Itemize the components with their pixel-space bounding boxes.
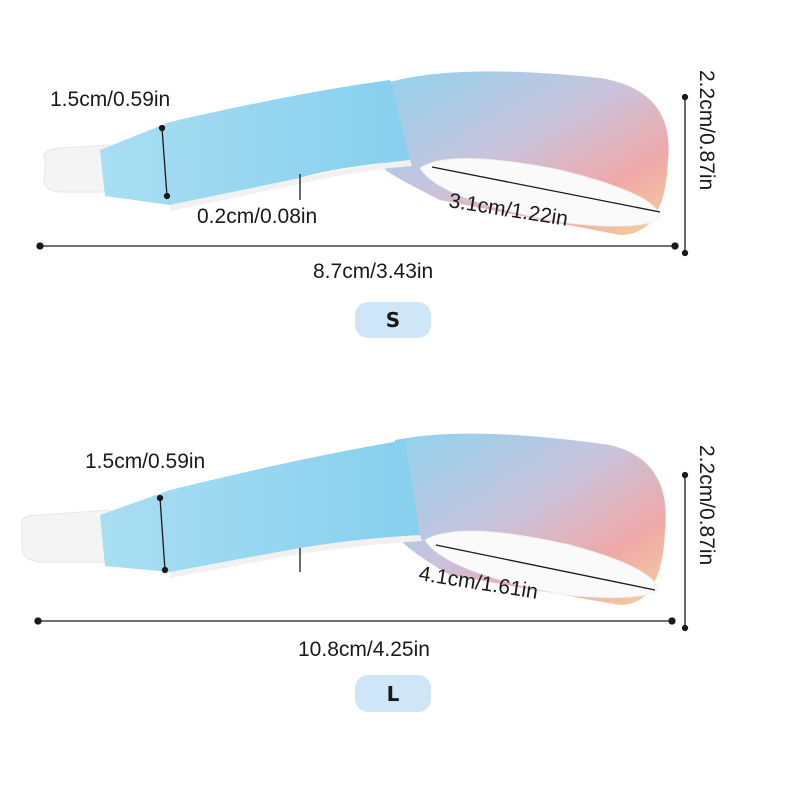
strap-edge: [170, 160, 412, 211]
strap-s: [43, 71, 669, 235]
width-label-l: 1.5cm/0.59in: [85, 450, 205, 473]
width-label-s: 1.5cm/0.59in: [50, 88, 170, 111]
strap-band: [100, 440, 420, 572]
strap-band: [100, 80, 410, 205]
length-label-l: 10.8cm/4.25in: [298, 638, 430, 661]
height-label-s: 2.2cm/0.87in: [695, 70, 718, 190]
strap-edge: [170, 535, 422, 578]
size-badge-l: [355, 675, 431, 712]
dimension-lines-l: [34, 471, 689, 632]
size-badge-l-text: L: [387, 682, 400, 706]
dimension-lines-s: [36, 93, 689, 257]
strap-tail: [20, 509, 113, 563]
size-badge-s: [355, 302, 431, 338]
height-label-l: 2.2cm/0.87in: [695, 445, 718, 565]
strap-l: [20, 433, 666, 605]
loop-inner: [424, 530, 659, 599]
size-badge-s-text: S: [386, 308, 400, 332]
loop-inner: [419, 157, 661, 227]
length-label-s: 8.7cm/3.43in: [313, 260, 433, 283]
thickness-label-s: 0.2cm/0.08in: [197, 205, 317, 228]
